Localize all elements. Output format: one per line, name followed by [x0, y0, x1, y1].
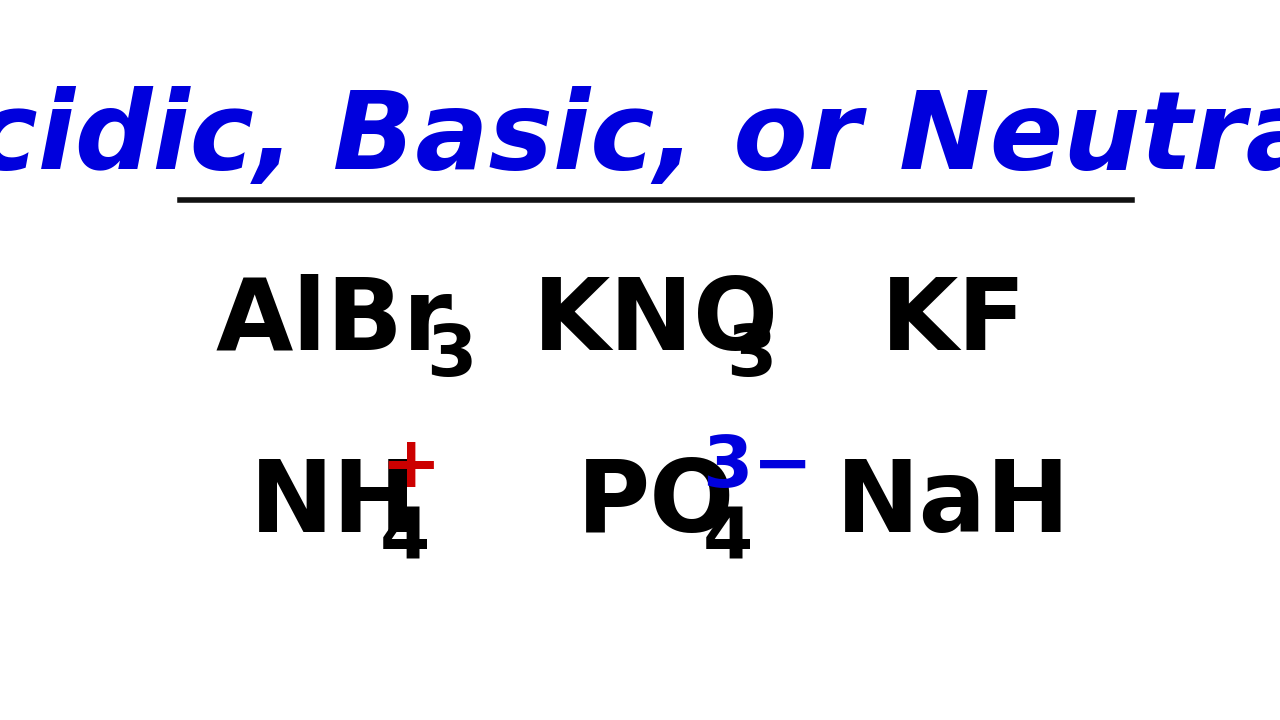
Text: NH: NH [250, 456, 417, 554]
Text: AlBr: AlBr [215, 274, 452, 371]
Text: Acidic, Basic, or Neutral?: Acidic, Basic, or Neutral? [0, 86, 1280, 192]
Text: 3: 3 [426, 322, 477, 391]
Text: 4: 4 [703, 505, 753, 574]
Text: 3−: 3− [703, 433, 813, 502]
Text: KNO: KNO [532, 274, 780, 371]
Text: KF: KF [881, 274, 1027, 371]
Text: +: + [380, 433, 440, 502]
Text: 3: 3 [726, 322, 776, 391]
Text: PO: PO [577, 456, 735, 554]
Text: 4: 4 [380, 505, 430, 574]
Text: NaH: NaH [836, 456, 1071, 554]
